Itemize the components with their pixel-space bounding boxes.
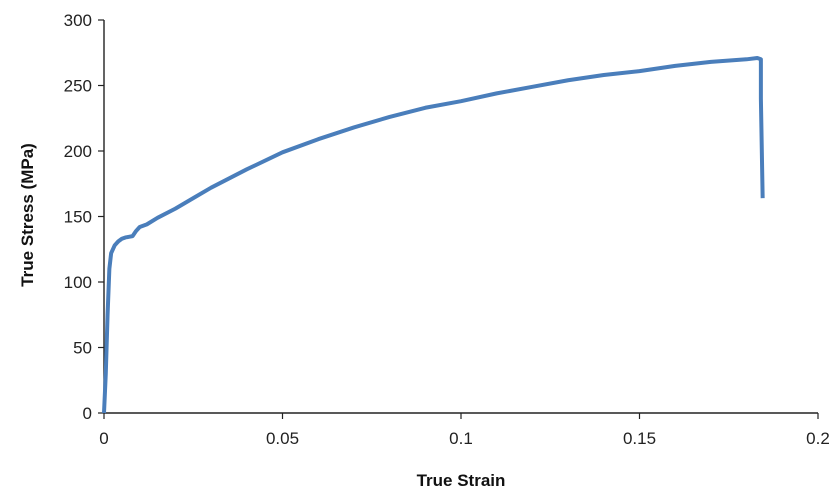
y-tick-label: 100 [64, 273, 92, 292]
x-ticks: 0 0.05 0.1 0.15 0.2 [99, 413, 830, 448]
axes [103, 20, 818, 414]
y-tick-label: 0 [83, 404, 92, 423]
series-layer [102, 55, 765, 414]
y-axis-title: True Stress (MPa) [18, 143, 37, 287]
y-tick-label: 150 [64, 208, 92, 227]
y-tick-label: 50 [73, 339, 92, 358]
y-tick-label: 300 [64, 11, 92, 30]
x-tick-label: 0.05 [266, 429, 299, 448]
x-tick-label: 0.1 [449, 429, 473, 448]
y-tick-label: 200 [64, 142, 92, 161]
series-line-0 [102, 55, 765, 414]
y-ticks: 0 50 100 150 200 250 300 [64, 11, 104, 423]
x-tick-label: 0.2 [806, 429, 830, 448]
y-tick-label: 250 [64, 77, 92, 96]
x-axis-title: True Strain [417, 471, 506, 490]
x-tick-label: 0.15 [623, 429, 656, 448]
x-tick-label: 0 [99, 429, 108, 448]
